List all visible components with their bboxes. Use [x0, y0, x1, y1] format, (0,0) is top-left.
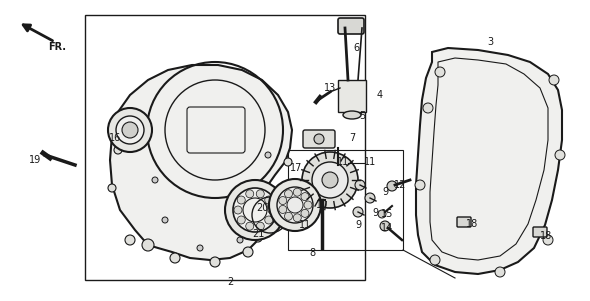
Circle shape: [162, 217, 168, 223]
Circle shape: [284, 190, 293, 198]
Circle shape: [555, 150, 565, 160]
Ellipse shape: [343, 111, 361, 119]
Circle shape: [353, 207, 363, 217]
Circle shape: [302, 152, 358, 208]
Circle shape: [256, 222, 264, 230]
Circle shape: [301, 209, 309, 217]
Text: 20: 20: [256, 203, 268, 213]
Circle shape: [268, 206, 276, 214]
Text: 2: 2: [227, 277, 233, 287]
Circle shape: [246, 222, 254, 230]
Circle shape: [265, 152, 271, 158]
Circle shape: [277, 187, 313, 223]
Text: 9: 9: [355, 220, 361, 230]
Text: 8: 8: [309, 248, 315, 258]
FancyBboxPatch shape: [457, 217, 471, 227]
Text: FR.: FR.: [48, 42, 66, 52]
Circle shape: [279, 197, 287, 205]
Circle shape: [237, 196, 245, 204]
Circle shape: [430, 255, 440, 265]
Circle shape: [387, 181, 397, 191]
Text: 9: 9: [372, 208, 378, 218]
Circle shape: [170, 253, 180, 263]
Circle shape: [210, 257, 220, 267]
Circle shape: [365, 193, 375, 203]
Circle shape: [284, 212, 293, 220]
Circle shape: [243, 247, 253, 257]
Text: 14: 14: [381, 223, 393, 233]
Circle shape: [246, 190, 254, 198]
Text: 5: 5: [359, 111, 365, 121]
Circle shape: [304, 201, 312, 209]
Circle shape: [314, 134, 324, 144]
Circle shape: [142, 239, 154, 251]
Text: 12: 12: [394, 180, 406, 190]
FancyBboxPatch shape: [338, 18, 364, 34]
Circle shape: [225, 180, 285, 240]
Circle shape: [269, 192, 275, 198]
Circle shape: [256, 190, 264, 198]
Circle shape: [549, 75, 559, 85]
Circle shape: [322, 172, 338, 188]
Circle shape: [114, 146, 122, 154]
Circle shape: [312, 162, 348, 198]
Circle shape: [543, 235, 553, 245]
Circle shape: [237, 237, 243, 243]
FancyBboxPatch shape: [533, 227, 547, 237]
Circle shape: [435, 67, 445, 77]
Circle shape: [293, 188, 301, 196]
Circle shape: [495, 267, 505, 277]
Circle shape: [378, 210, 386, 218]
Text: 11: 11: [337, 157, 349, 167]
FancyBboxPatch shape: [303, 130, 335, 148]
Text: 17: 17: [290, 163, 302, 173]
Bar: [338, 80, 366, 112]
Circle shape: [284, 158, 292, 166]
Circle shape: [415, 180, 425, 190]
Bar: [85, 15, 365, 280]
Bar: [288, 150, 403, 250]
Circle shape: [380, 221, 390, 231]
Text: 18: 18: [540, 231, 552, 241]
Circle shape: [108, 184, 116, 192]
Text: 4: 4: [377, 90, 383, 100]
Circle shape: [255, 203, 265, 213]
Circle shape: [108, 108, 152, 152]
Circle shape: [237, 216, 245, 224]
Text: 21: 21: [252, 229, 264, 239]
Circle shape: [125, 235, 135, 245]
Circle shape: [197, 245, 203, 251]
Text: 7: 7: [349, 133, 355, 143]
Circle shape: [265, 196, 273, 204]
Circle shape: [152, 177, 158, 183]
Text: 18: 18: [466, 219, 478, 229]
Text: 11: 11: [364, 157, 376, 167]
Text: 16: 16: [109, 133, 121, 143]
Circle shape: [234, 206, 242, 214]
Circle shape: [116, 116, 144, 144]
Polygon shape: [110, 65, 292, 260]
Text: 9: 9: [382, 187, 388, 197]
Text: 6: 6: [353, 43, 359, 53]
Text: 13: 13: [324, 83, 336, 93]
Text: 19: 19: [29, 155, 41, 165]
Circle shape: [355, 180, 365, 190]
Circle shape: [265, 216, 273, 224]
Circle shape: [293, 214, 301, 222]
Polygon shape: [416, 48, 562, 274]
Circle shape: [301, 193, 309, 201]
Circle shape: [122, 122, 138, 138]
Text: 3: 3: [487, 37, 493, 47]
Text: 15: 15: [381, 209, 393, 219]
Circle shape: [233, 188, 277, 232]
Text: 11: 11: [299, 220, 311, 230]
Circle shape: [254, 234, 262, 242]
Circle shape: [279, 206, 287, 213]
Text: 10: 10: [316, 200, 328, 210]
Circle shape: [269, 179, 321, 231]
Circle shape: [423, 103, 433, 113]
